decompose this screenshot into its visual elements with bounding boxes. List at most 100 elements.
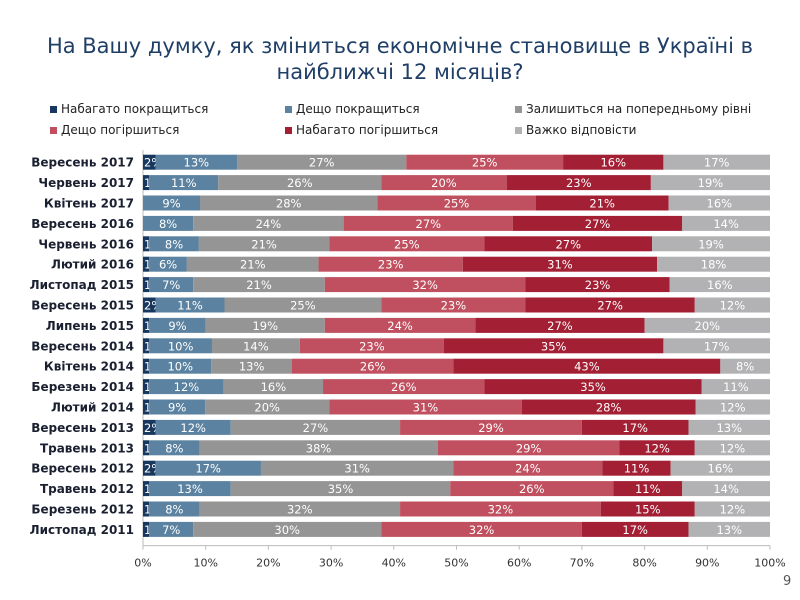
bar-segment [652, 236, 770, 252]
data-label: 19% [252, 319, 278, 333]
data-label: 26% [360, 360, 386, 374]
bar-segment [600, 501, 695, 517]
bar-segment [143, 195, 200, 211]
bar-segment [205, 317, 325, 333]
bar-segment [650, 175, 770, 191]
bar-segment [143, 297, 156, 313]
category-label: Липень 2015 [46, 319, 134, 333]
bar-segment [688, 419, 770, 435]
bar-segment [521, 399, 696, 415]
legend-item: Дещо покращиться [285, 102, 420, 116]
data-label: 27% [416, 217, 442, 231]
data-label: 8% [165, 237, 183, 251]
data-label: 16% [261, 380, 287, 394]
data-label: 43% [574, 360, 600, 374]
category-label: Листопад 2015 [30, 278, 134, 292]
legend: Набагато покращиться Дещо покращиться Зали… [0, 100, 800, 144]
x-tick-label: 90% [695, 557, 719, 570]
data-label: 14% [243, 339, 269, 353]
legend-item: Залишиться на попередньому рівні [515, 102, 751, 116]
data-label: 20% [695, 319, 721, 333]
bar-segment [155, 419, 231, 435]
bar-segment [149, 399, 206, 415]
bar-segment [149, 501, 200, 517]
legend-item: Набагато погіршиться [285, 123, 438, 137]
data-label: 13% [177, 482, 203, 496]
bar-segment [329, 399, 522, 415]
bar-segment [619, 440, 695, 456]
bar-segment [230, 481, 451, 497]
bar-segment [450, 481, 614, 497]
data-label: 17% [195, 462, 221, 476]
category-label: Вересень 2017 [31, 156, 134, 170]
bar-segment [462, 256, 658, 272]
data-label: 10% [167, 360, 193, 374]
data-label: 29% [478, 421, 504, 435]
bar-segment [453, 460, 603, 476]
bar-segment [143, 440, 150, 456]
data-label: 9% [168, 319, 186, 333]
data-label: 12% [720, 503, 746, 517]
bar-segment [155, 154, 238, 170]
legend-swatch [515, 105, 522, 113]
bar-segment [318, 256, 463, 272]
category-label: Квітень 2014 [44, 360, 134, 374]
bar-segment [143, 501, 150, 517]
data-label: 12% [180, 421, 206, 435]
bar-segment [682, 215, 770, 231]
bar-segment [155, 460, 261, 476]
category-label: Вересень 2014 [31, 339, 134, 353]
data-label: 25% [472, 156, 498, 170]
bar-segment [143, 256, 150, 272]
data-label: 11% [177, 299, 203, 313]
bar-segment [143, 154, 156, 170]
data-label: 27% [303, 421, 329, 435]
bar-segment [400, 419, 582, 435]
data-label: 11% [635, 482, 661, 496]
data-label: 21% [589, 197, 615, 211]
legend-label: Залишиться на попередньому рівні [526, 102, 752, 116]
data-label: 15% [635, 503, 661, 517]
data-label: 26% [287, 176, 313, 190]
bar-segment [143, 277, 150, 293]
data-label: 27% [309, 156, 335, 170]
bar-segment [602, 460, 671, 476]
category-label: Травень 2012 [40, 482, 134, 496]
data-label: 26% [519, 482, 545, 496]
bar-segment [149, 317, 206, 333]
bar-segment [484, 236, 653, 252]
x-tick-label: 60% [507, 557, 531, 570]
data-label: 24% [256, 217, 282, 231]
bar-segment [581, 419, 689, 435]
data-label: 8% [165, 441, 183, 455]
data-label: 12% [174, 380, 200, 394]
bar-segment [437, 440, 620, 456]
data-label: 23% [378, 258, 404, 272]
data-label: 27% [585, 217, 611, 231]
data-label: 10% [168, 339, 194, 353]
bar-segment [143, 419, 156, 435]
bar-segment [525, 277, 670, 293]
bar-segment [581, 521, 689, 537]
data-label: 17% [622, 523, 648, 537]
data-label: 24% [387, 319, 413, 333]
bar-segment [143, 175, 150, 191]
data-label: 13% [184, 156, 210, 170]
data-label: 16% [707, 197, 733, 211]
legend-label: Набагато покращиться [61, 102, 209, 116]
data-label: 12% [720, 401, 746, 415]
data-label: 27% [547, 319, 573, 333]
category-label: Травень 2013 [40, 441, 134, 455]
category-label: Вересень 2012 [31, 462, 134, 476]
data-label: 21% [246, 278, 272, 292]
data-label: 14% [713, 217, 739, 231]
bar-segment [223, 379, 324, 395]
category-label: Вересень 2015 [31, 299, 134, 313]
bar-segment [323, 379, 485, 395]
bar-segment [155, 297, 225, 313]
data-label: 7% [162, 523, 180, 537]
category-label: Листопад 2011 [30, 523, 134, 537]
bar-segment [443, 338, 664, 354]
x-tick-label: 100% [754, 557, 785, 570]
data-label: 9% [168, 401, 186, 415]
